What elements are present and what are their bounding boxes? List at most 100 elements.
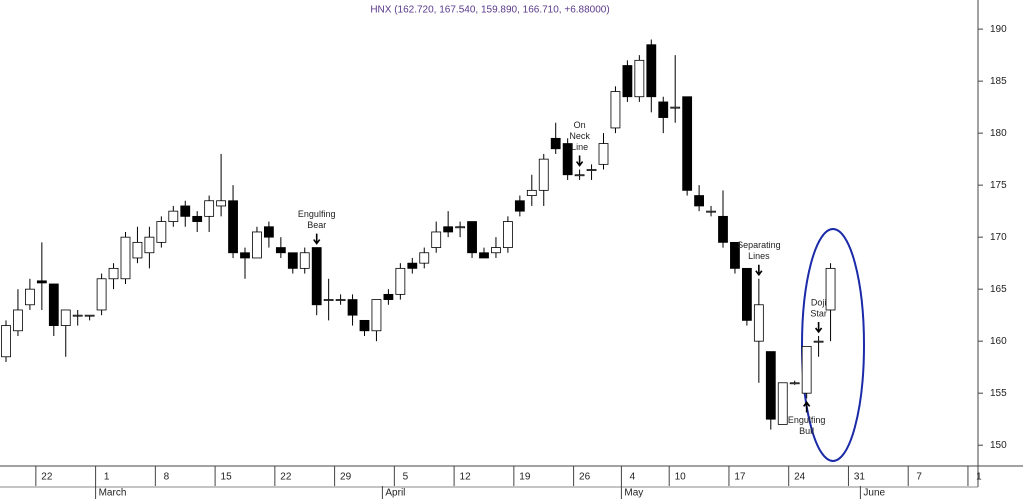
annotation-text: Bear: [307, 220, 326, 230]
candle-body: [706, 210, 716, 213]
candle-body: [228, 200, 238, 254]
candle-body: [753, 304, 764, 342]
candle-body: [455, 226, 466, 229]
candle-body: [371, 299, 382, 332]
x-tick-label: 22: [280, 472, 292, 483]
candle-body: [36, 280, 47, 284]
candle-body: [252, 231, 262, 259]
y-tick-label: 180: [990, 128, 1007, 139]
candle-body: [670, 106, 681, 109]
candle-body: [467, 221, 477, 254]
candle-body: [634, 59, 645, 98]
candle-body: [84, 314, 95, 317]
candle-body: [574, 174, 585, 177]
candle-body: [514, 200, 525, 212]
month-label: April: [385, 488, 405, 499]
candle-body: [96, 278, 107, 311]
candle-body: [120, 236, 131, 280]
candle-body: [192, 215, 203, 222]
candle-body: [323, 299, 334, 301]
x-tick-label: 19: [519, 472, 531, 483]
x-tick-label: 29: [340, 472, 352, 483]
candle-body: [24, 288, 35, 306]
candle-body: [263, 226, 274, 238]
candle-body: [431, 231, 442, 248]
candle-body: [216, 200, 227, 207]
annotation-arrow: [755, 264, 763, 277]
candle-body: [407, 262, 418, 269]
y-tick-label: 175: [990, 180, 1007, 191]
candle-body: [48, 283, 59, 326]
annotation-text: Engulfing: [788, 415, 826, 425]
month-label: June: [863, 488, 885, 499]
annotation-arrow: [803, 401, 811, 413]
annotation-text: Separating: [737, 240, 781, 250]
annotation-text: On: [574, 120, 586, 130]
candle-body: [180, 205, 191, 217]
candle-body: [443, 226, 454, 233]
candle-body: [646, 44, 657, 98]
candle-body: [275, 247, 286, 254]
x-tick-label: 1: [104, 472, 110, 483]
candle-body: [730, 241, 740, 269]
y-tick-label: 170: [990, 232, 1007, 243]
candle-body: [610, 91, 621, 129]
candle-body: [287, 252, 298, 269]
x-tick-label: 31: [854, 472, 866, 483]
candle-body: [682, 96, 693, 191]
candle-body: [550, 137, 561, 150]
candle-body: [347, 299, 358, 316]
annotation-text: Lines: [748, 251, 770, 261]
candle-body: [622, 65, 633, 98]
candle-body: [132, 241, 143, 259]
x-tick-label: 12: [460, 472, 472, 483]
candle-body: [60, 309, 71, 326]
candle-body: [359, 319, 370, 332]
candle-body: [240, 252, 250, 259]
y-tick-label: 185: [990, 76, 1007, 87]
y-tick-label: 160: [990, 336, 1007, 347]
candle-body: [813, 340, 824, 343]
chart-title: HNX (162.720, 167.540, 159.890, 166.710,…: [370, 5, 609, 16]
candle-body: [419, 252, 430, 264]
candle-body: [586, 169, 597, 171]
candle-body: [491, 247, 501, 254]
candle-body: [479, 252, 489, 259]
candle-body: [526, 189, 537, 196]
candle-body: [502, 221, 513, 248]
candle-body: [658, 101, 669, 118]
candle-body: [562, 143, 573, 176]
annotation-text: Neck: [569, 131, 590, 141]
x-tick-label: 15: [221, 472, 233, 483]
x-tick-label: 1: [976, 472, 982, 483]
candle-body: [395, 267, 406, 295]
candle-body: [13, 309, 23, 332]
candle-body: [789, 382, 800, 385]
candle-body: [694, 195, 704, 207]
candle-body: [168, 210, 179, 222]
x-tick-label: 8: [164, 472, 170, 483]
candle-body: [204, 200, 215, 217]
x-tick-label: 24: [794, 472, 806, 483]
annotation-text: Doji: [811, 297, 827, 307]
y-tick-label: 165: [990, 284, 1007, 295]
candle-body: [144, 236, 155, 254]
candle-body: [777, 382, 788, 425]
candle-body: [299, 252, 310, 269]
annotation-text: Star: [810, 308, 827, 318]
annotation-arrow: [814, 321, 823, 334]
candle-body: [1, 325, 11, 358]
month-label: May: [624, 488, 643, 499]
x-tick-label: 5: [403, 472, 409, 483]
y-tick-label: 150: [990, 440, 1007, 451]
y-tick-label: 155: [990, 388, 1007, 399]
x-tick-label: 17: [734, 472, 746, 483]
candle-body: [383, 293, 394, 300]
candle-body: [72, 314, 83, 317]
annotation-arrow: [575, 155, 584, 167]
candle-body: [742, 267, 752, 321]
candle-body: [718, 215, 728, 243]
annotation-text: Line: [571, 142, 588, 152]
x-tick-label: 22: [41, 472, 53, 483]
